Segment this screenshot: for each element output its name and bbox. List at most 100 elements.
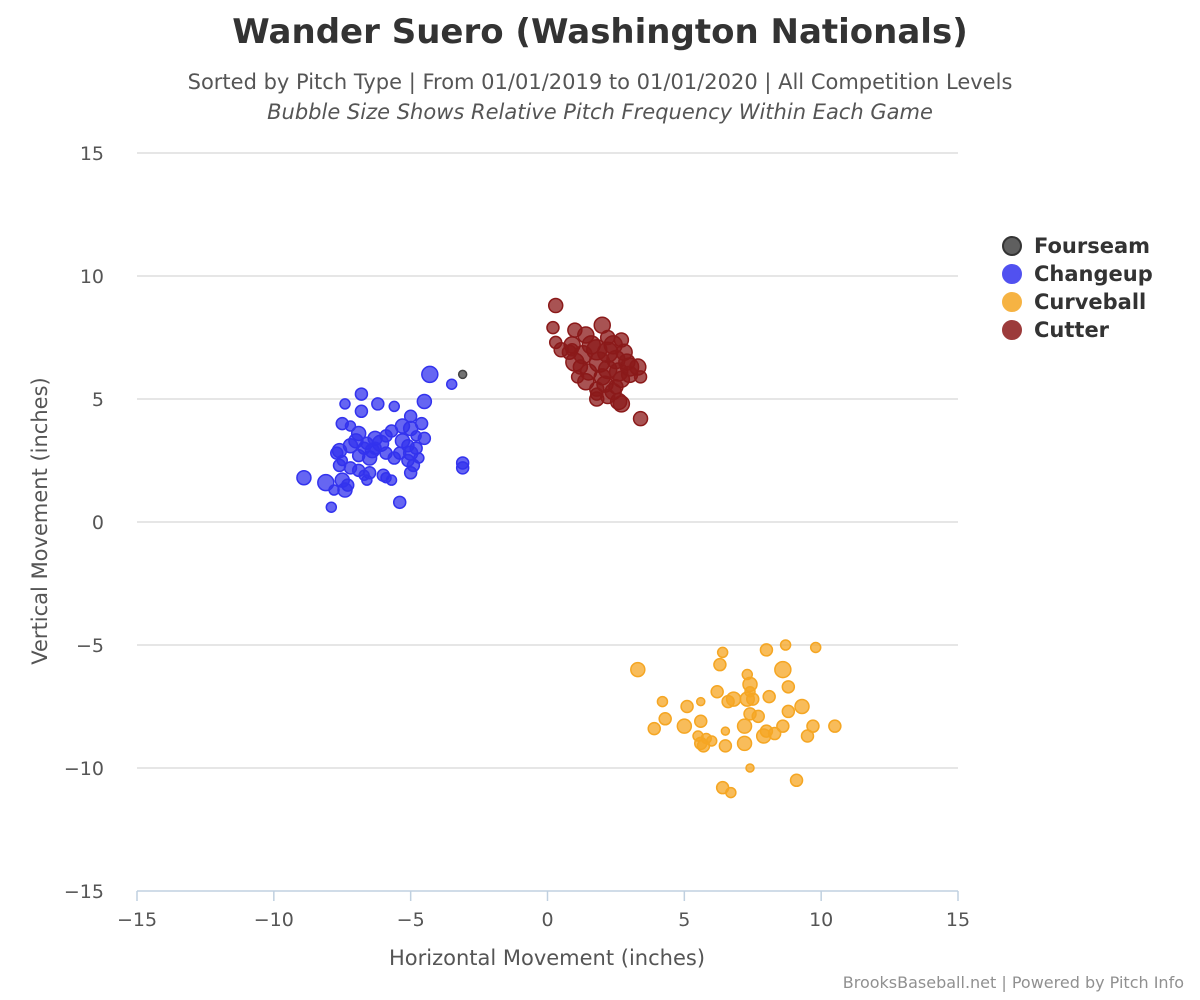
changeup-point[interactable]: [416, 393, 433, 410]
curveball-point[interactable]: [696, 739, 711, 753]
cutter-point[interactable]: [546, 320, 560, 335]
changeup-point[interactable]: [371, 397, 385, 411]
cutter-point[interactable]: [572, 359, 589, 375]
changeup-point[interactable]: [337, 482, 353, 498]
changeup-point[interactable]: [388, 400, 400, 413]
curveball-point[interactable]: [736, 735, 753, 752]
curveball-point[interactable]: [736, 718, 753, 734]
chart-title: Wander Suero (Washington Nationals): [232, 12, 968, 52]
cutter-point[interactable]: [565, 343, 579, 357]
curveball-point[interactable]: [696, 696, 706, 707]
x-axis: −15 −10 −5 0 5 10 15: [117, 890, 970, 931]
curveball-point[interactable]: [779, 639, 792, 651]
changeup-point[interactable]: [385, 474, 398, 486]
curveball-point[interactable]: [720, 726, 731, 736]
cutter-point[interactable]: [547, 297, 564, 314]
series-changeup: [296, 365, 470, 513]
cutter-point[interactable]: [612, 395, 631, 413]
changeup-point[interactable]: [361, 474, 373, 486]
curveball-point[interactable]: [781, 680, 796, 694]
grid-lines: [137, 152, 958, 769]
curveball-point[interactable]: [789, 773, 804, 788]
x-axis-title: Horizontal Movement (inches): [389, 946, 705, 970]
curveball-point[interactable]: [751, 709, 765, 724]
changeup-point[interactable]: [339, 398, 351, 410]
legend-item-cutter[interactable]: Cutter: [1002, 316, 1153, 344]
legend-label: Cutter: [1034, 318, 1110, 342]
curveball-point[interactable]: [647, 721, 661, 736]
y-tick-label: 10: [80, 266, 104, 288]
curveball-point[interactable]: [781, 704, 796, 719]
curveball-point[interactable]: [725, 691, 742, 707]
curveball-point[interactable]: [828, 719, 842, 733]
changeup-point[interactable]: [296, 469, 312, 486]
curveball-point[interactable]: [725, 786, 737, 799]
legend-item-fourseam[interactable]: Fourseam: [1002, 232, 1153, 260]
curveball-point[interactable]: [713, 657, 727, 672]
curveball-point[interactable]: [800, 729, 815, 743]
curveball-point[interactable]: [762, 689, 776, 704]
chart-legend: Fourseam Changeup Curveball Cutter: [1002, 232, 1153, 344]
cutter-point[interactable]: [632, 410, 649, 427]
curveball-point[interactable]: [746, 692, 760, 706]
x-tick-label: −10: [254, 909, 294, 931]
y-tick-label: −15: [64, 881, 104, 903]
y-tick-label: 0: [92, 512, 104, 534]
credits-link[interactable]: BrooksBaseball.net | Powered by Pitch In…: [842, 973, 1184, 992]
curveball-point[interactable]: [656, 695, 669, 708]
x-tick-label: 15: [946, 909, 970, 931]
curveball-point[interactable]: [716, 646, 729, 659]
curveball-point[interactable]: [680, 699, 694, 714]
curveball-point[interactable]: [676, 718, 693, 734]
changeup-point[interactable]: [354, 404, 369, 419]
changeup-point[interactable]: [332, 458, 347, 473]
x-tick-label: 0: [541, 909, 553, 931]
curveball-point[interactable]: [718, 739, 733, 753]
x-tick-label: −5: [397, 909, 425, 931]
curveball-point[interactable]: [774, 660, 792, 679]
curveball-point[interactable]: [809, 641, 822, 654]
curveball-point[interactable]: [745, 763, 755, 773]
changeup-point[interactable]: [325, 501, 338, 513]
y-tick-label: 5: [92, 389, 104, 411]
changeup-point[interactable]: [445, 378, 458, 390]
cutter-point[interactable]: [599, 329, 616, 346]
curveball-point[interactable]: [759, 643, 774, 657]
legend-label: Curveball: [1034, 290, 1147, 314]
x-tick-label: 10: [809, 909, 833, 931]
cutter-point[interactable]: [633, 370, 648, 384]
legend-marker-icon: [1002, 320, 1022, 340]
legend-marker-icon: [1002, 236, 1022, 256]
data-points: [296, 297, 842, 799]
y-axis: −15 −10 −5 0 5 10 15: [64, 143, 104, 903]
chart-subtitle: Sorted by Pitch Type | From 01/01/2019 t…: [187, 70, 1013, 94]
changeup-point[interactable]: [368, 441, 382, 455]
y-axis-title: Vertical Movement (inches): [28, 377, 52, 664]
changeup-point[interactable]: [392, 495, 407, 510]
cutter-point[interactable]: [599, 388, 616, 405]
x-tick-label: 5: [678, 909, 690, 931]
changeup-point[interactable]: [455, 461, 470, 475]
x-tick-label: −15: [117, 909, 157, 931]
curveball-point[interactable]: [630, 661, 646, 678]
fourseam-point[interactable]: [457, 369, 468, 380]
changeup-point[interactable]: [406, 458, 421, 473]
curveball-point[interactable]: [658, 712, 672, 726]
curveball-point[interactable]: [694, 714, 708, 729]
y-tick-label: 15: [80, 143, 104, 165]
legend-item-curveball[interactable]: Curveball: [1002, 288, 1153, 316]
chart-subtitle-note: Bubble Size Shows Relative Pitch Frequen…: [267, 100, 933, 124]
legend-item-changeup[interactable]: Changeup: [1002, 260, 1153, 288]
changeup-point[interactable]: [354, 387, 369, 401]
series-curveball: [630, 639, 842, 799]
changeup-point[interactable]: [417, 431, 432, 446]
changeup-point[interactable]: [387, 451, 401, 465]
legend-marker-icon: [1002, 292, 1022, 312]
curveball-point[interactable]: [794, 698, 810, 715]
legend-label: Fourseam: [1034, 234, 1151, 258]
curveball-point[interactable]: [776, 719, 790, 733]
curveball-point[interactable]: [710, 684, 724, 699]
curveball-point[interactable]: [767, 726, 782, 741]
changeup-point[interactable]: [421, 365, 439, 384]
